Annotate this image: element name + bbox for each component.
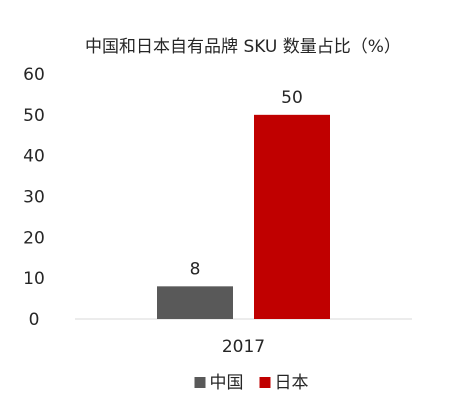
- bars: [157, 114, 330, 319]
- y-tick-label: 20: [23, 228, 45, 248]
- bar-china: [157, 286, 233, 319]
- x-tick-label: 2017: [222, 337, 265, 357]
- data-labels: 8 50: [190, 88, 303, 280]
- legend-label-japan: 日本: [275, 373, 309, 393]
- data-label: 50: [281, 88, 303, 108]
- y-tick-label: 10: [23, 269, 45, 289]
- y-tick-label: 60: [23, 65, 45, 85]
- legend: 中国 日本: [194, 373, 309, 393]
- data-label: 8: [190, 259, 201, 279]
- chart-title: 中国和日本自有品牌 SKU 数量占比（%）: [85, 37, 401, 57]
- legend-swatch-japan: [259, 377, 271, 388]
- y-tick-label: 0: [29, 310, 40, 330]
- x-axis: 2017: [222, 337, 265, 357]
- y-tick-label: 40: [23, 147, 45, 167]
- legend-swatch-china: [194, 377, 206, 388]
- y-tick-label: 30: [23, 188, 45, 208]
- y-axis: 0 10 20 30 40 50 60: [23, 65, 45, 330]
- legend-label-china: 中国: [210, 373, 244, 393]
- bar-japan: [254, 114, 330, 319]
- y-tick-label: 50: [23, 106, 45, 126]
